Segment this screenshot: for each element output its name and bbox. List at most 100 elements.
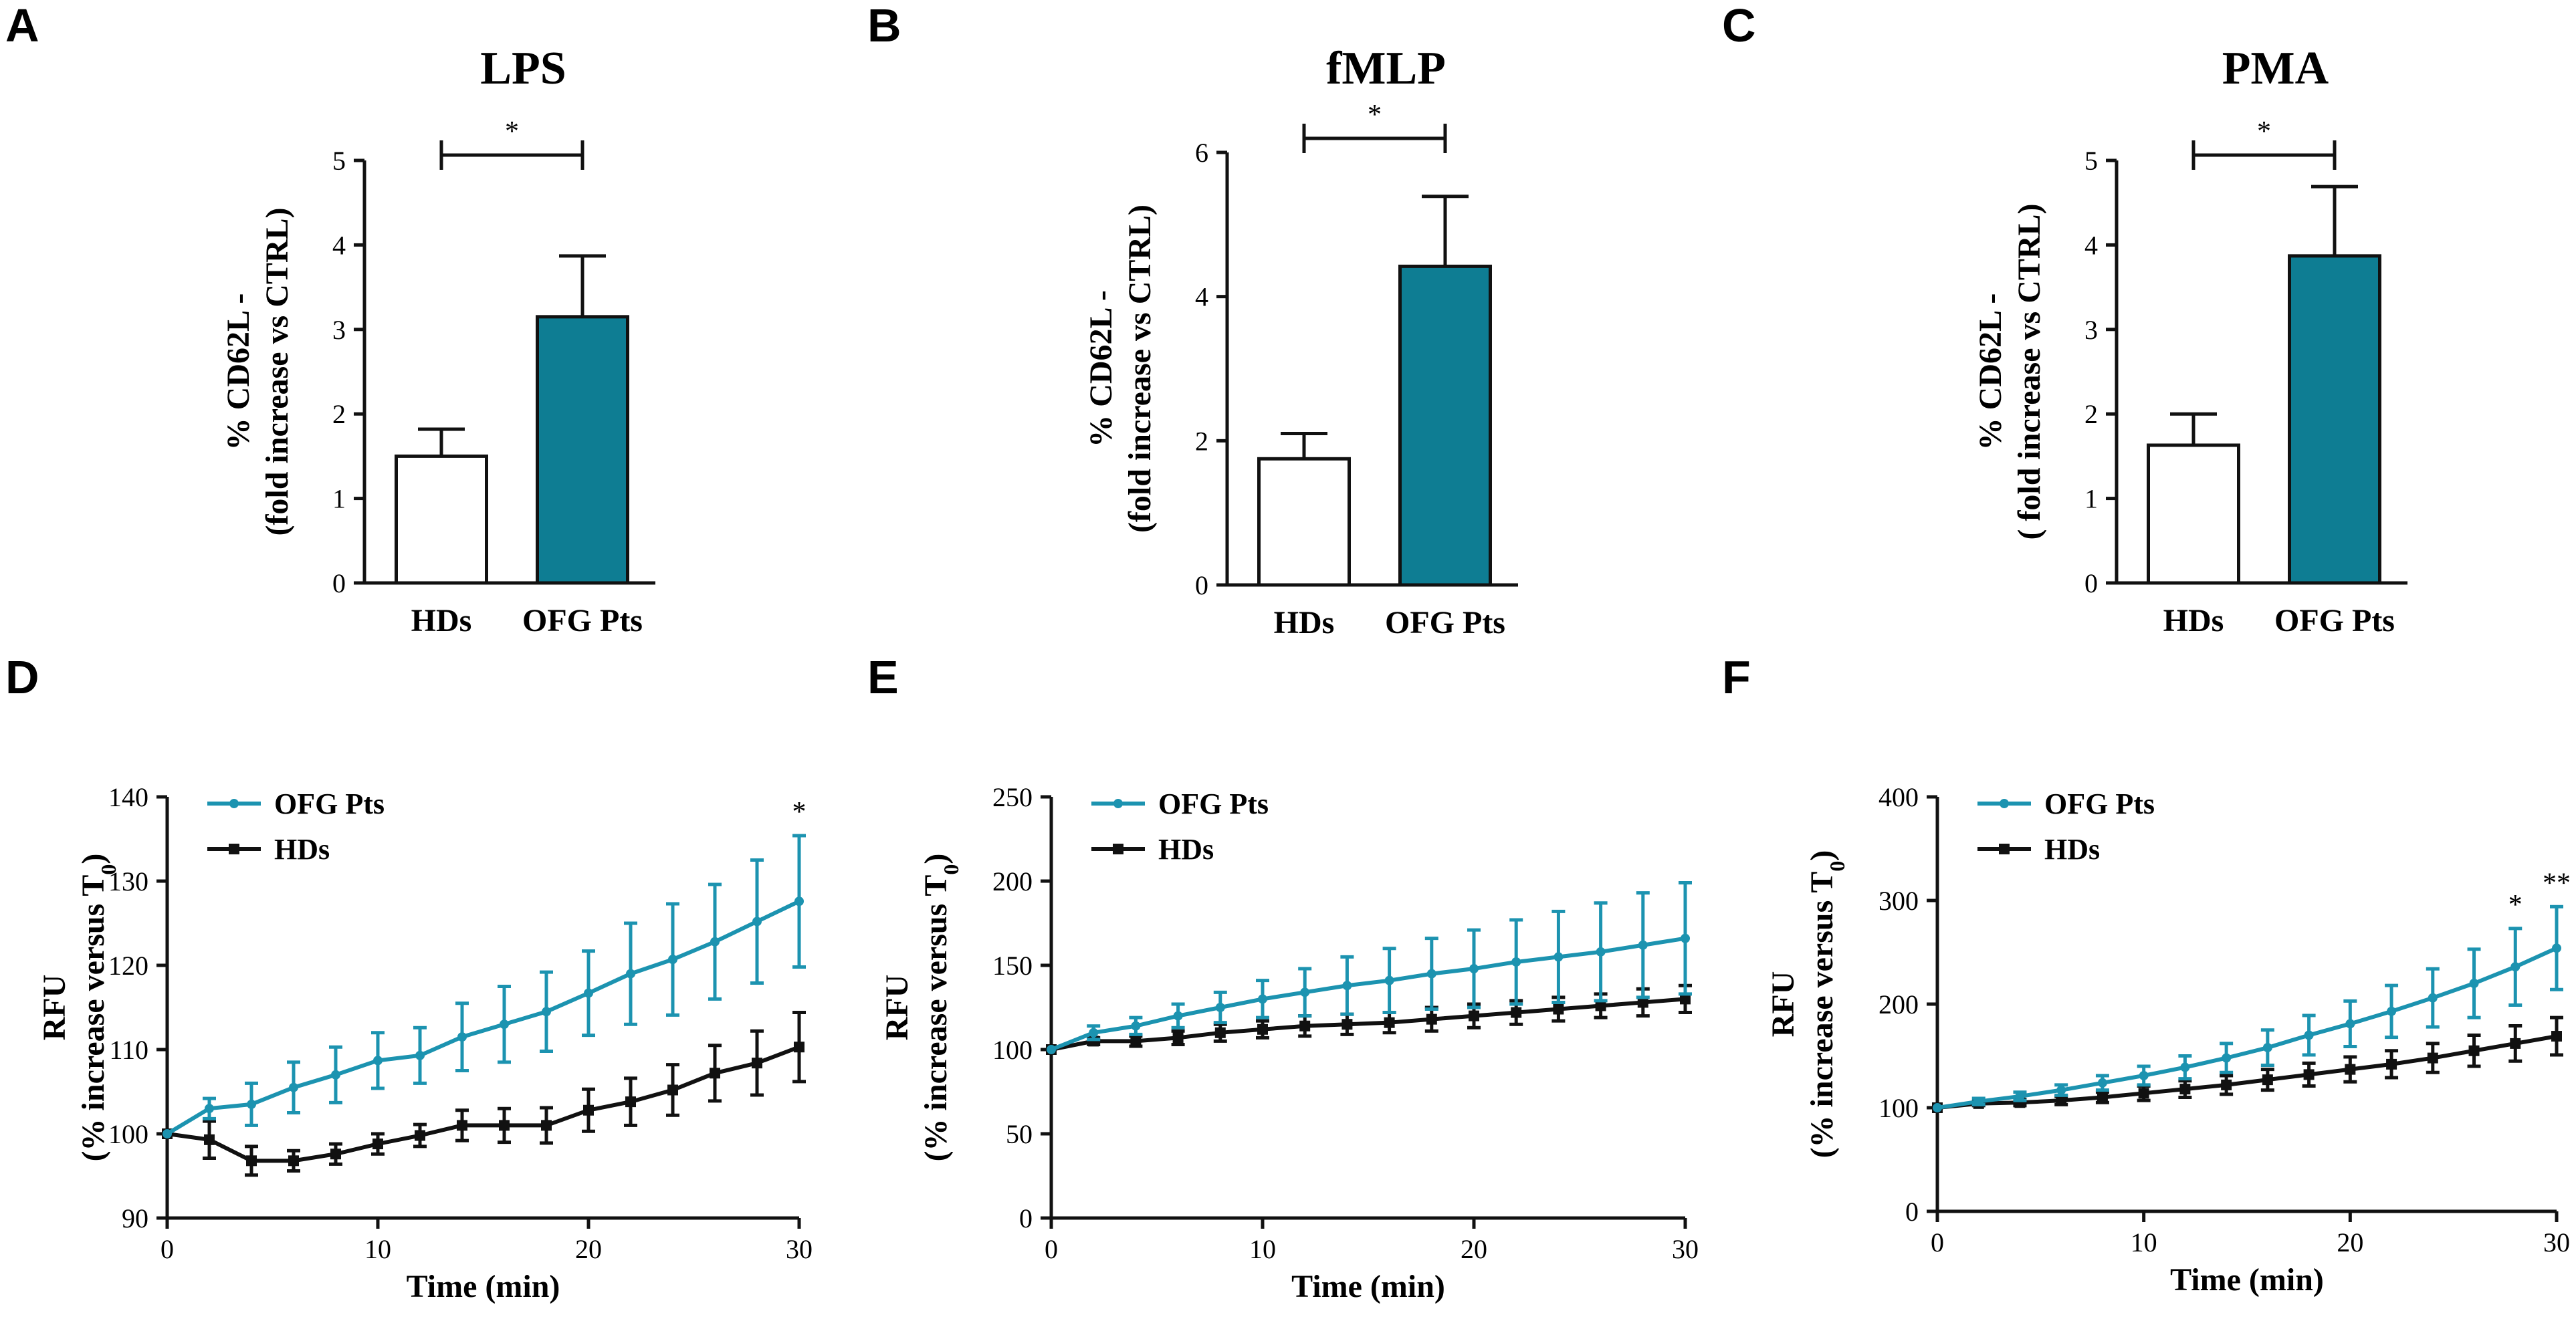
data-point [1426,1013,1437,1025]
series-ofg-pts [1047,881,1692,1054]
significance-star: * [1368,100,1382,130]
series-hds [1046,983,1692,1055]
legend-label: OFG Pts [1158,788,1269,820]
significance-star: * [2508,890,2523,921]
data-point [2304,1030,2314,1040]
y-label-main: (% increase versus T [918,875,954,1162]
data-point [1130,1036,1142,1047]
legend-marker-ofg [229,799,239,808]
x-axis-label: Time (min) [1291,1269,1445,1304]
y-tick-label: 4 [2084,230,2098,260]
data-point [1257,1023,1268,1035]
x-tick-label: 20 [575,1234,602,1264]
legend-marker-ofg [2000,799,2009,808]
y-tick-label: 400 [1879,782,1919,812]
y-tick-label: 90 [122,1203,148,1233]
data-point [2552,943,2561,953]
chart-title: PMA [2222,43,2329,94]
x-category-label: HDs [411,603,472,638]
panel-letter-b: B [867,0,901,51]
data-point [2180,1062,2190,1072]
x-axis-label: Time (min) [407,1269,560,1304]
data-point [541,1120,552,1131]
data-point [247,1099,256,1109]
data-point [288,1155,299,1167]
data-point [2139,1070,2149,1080]
series-line [1051,997,1686,1052]
chart-title: fMLP [1326,43,1446,94]
data-point [1469,1010,1479,1021]
line-chart-f: 0 100 200 300 400 0 10 20 30 Time (min) OFG Pts HDs… [1879,782,2571,1298]
data-point [457,1120,467,1131]
line-chart-e: 0 50 100 150 200 250 0 10 20 30 Time (min) OFG Pts H… [992,782,1699,1304]
data-point [1173,1011,1183,1021]
y-axis-label-line-2: (% increase versus T0) [76,854,120,1162]
x-tick-label: 0 [160,1234,174,1264]
data-point [2179,1084,2191,1095]
data-point [2428,993,2438,1003]
bar-ofg-pts [1398,264,1492,587]
bar-hds [1257,457,1351,587]
y-axis-label-line-2: ( fold increase vs CTRL) [2012,203,2047,539]
data-point [1300,987,1310,997]
data-point [2510,1038,2521,1049]
y-tick-label: 1 [2084,484,2098,514]
data-point [2427,1052,2438,1064]
data-point [2138,1088,2149,1099]
data-point [331,1070,340,1080]
data-point [2097,1078,2107,1088]
data-point [1553,952,1564,962]
y-tick-label: 2 [1195,426,1208,456]
y-tick-label: 300 [1879,886,1919,916]
x-tick-label: 10 [2131,1227,2157,1257]
data-point [1973,1096,1983,1106]
bar-ofg-pts [536,315,629,585]
y-axis-label-line-1: % CD62L - [1973,293,2008,451]
data-point [1299,1020,1311,1032]
data-point [163,1129,172,1138]
significance-star: ** [2543,868,2571,898]
data-point [1341,1019,1353,1030]
y-tick-label: 130 [108,866,148,896]
data-point [1595,1000,1606,1011]
bar-chart-a: LPS 0 1 2 3 4 5 HDs OFG Pts * [332,43,655,638]
data-point [1089,1028,1099,1038]
y-tick-label: 250 [992,782,1033,812]
y-tick-label: 0 [2084,568,2098,598]
data-point [372,1138,383,1150]
y-axis-label-e: RFU (% increase versus T0) [879,854,963,1162]
y-tick-label: 150 [992,951,1033,981]
data-point [1680,993,1691,1005]
x-tick-label: 10 [1249,1234,1276,1264]
legend-label: OFG Pts [274,788,385,820]
legend-marker-hds [1999,844,2010,854]
panel-letter-c: C [1722,0,1756,51]
legend-label: OFG Pts [2044,788,2155,820]
legend-label: HDs [2044,833,2100,866]
data-point [246,1155,257,1167]
series-hds [1932,1015,2563,1113]
y-label-close: ) [1804,850,1840,861]
y-axis-label-c: % CD62L -( fold increase vs CTRL) [1973,203,2047,539]
data-point [1511,957,1521,967]
data-point [1596,947,1606,957]
data-point [330,1149,341,1160]
x-tick-label: 20 [2337,1227,2363,1257]
data-point [794,896,804,907]
x-category-label: OFG Pts [1385,605,1505,640]
data-point [583,1104,594,1116]
y-label-close: ) [918,854,954,864]
y-tick-label: 100 [992,1035,1033,1065]
data-point [457,1032,467,1042]
y-axis-label-line-2: (% increase versus T0) [918,854,963,1162]
x-tick-label: 30 [1672,1234,1699,1264]
series-ofg-pts [1933,904,2563,1112]
bar-chart-c: PMA 0 1 2 3 4 5 HDs OFG Pts * [2084,43,2407,638]
series-hds [162,1011,806,1177]
y-tick-label: 5 [2084,146,2098,176]
data-point [500,1019,509,1030]
data-point [667,1084,678,1096]
series-line [1937,946,2558,1110]
data-point [668,955,677,965]
